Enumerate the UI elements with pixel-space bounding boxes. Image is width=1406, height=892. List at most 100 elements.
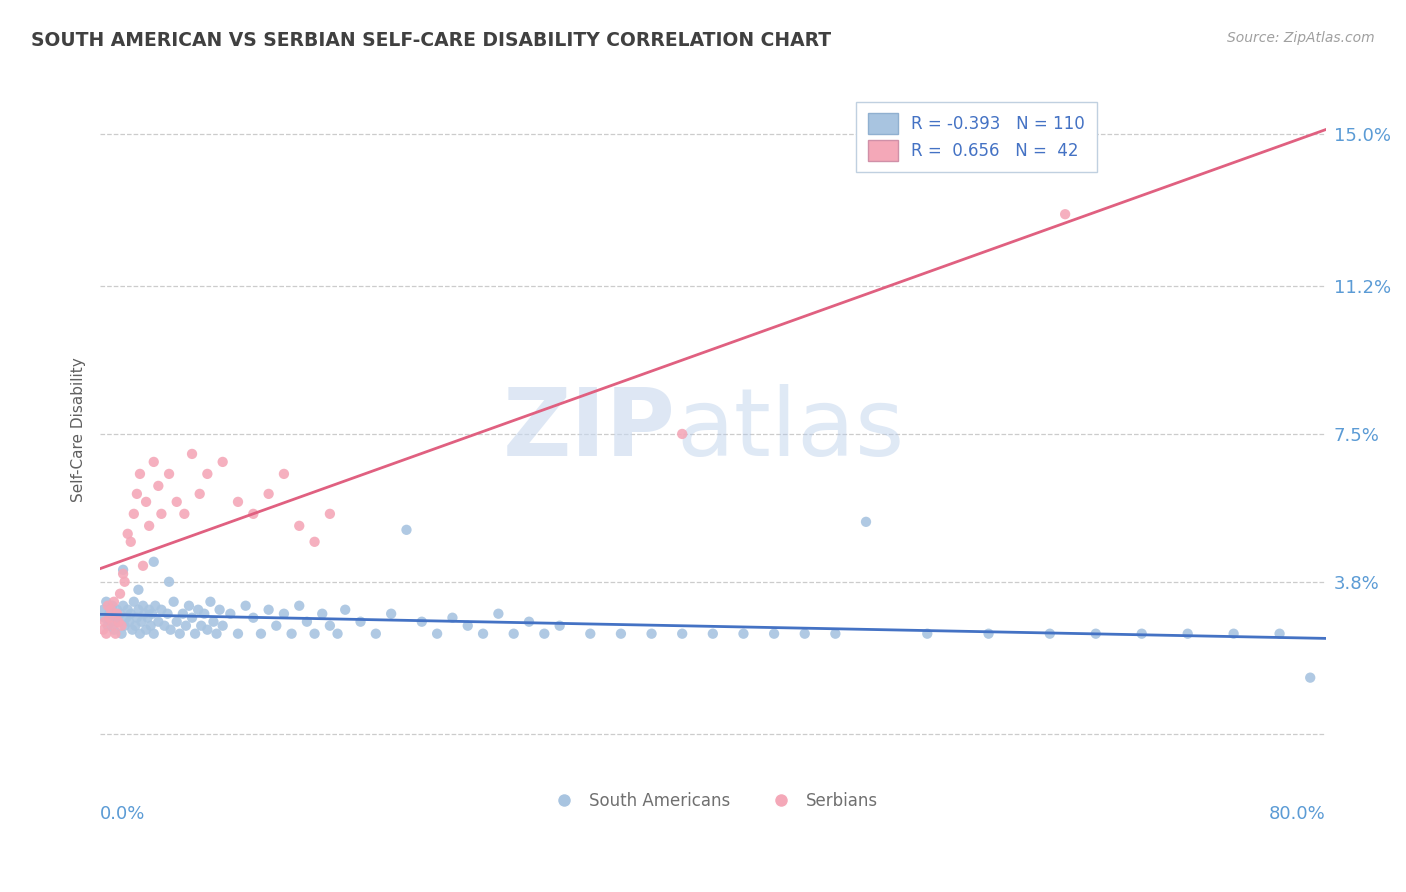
Point bbox=[211, 455, 233, 469]
Point bbox=[517, 615, 540, 629]
Point bbox=[610, 626, 633, 640]
Point bbox=[548, 618, 571, 632]
Point bbox=[134, 607, 156, 621]
Point bbox=[702, 626, 724, 640]
Point bbox=[311, 607, 333, 621]
Text: SOUTH AMERICAN VS SERBIAN SELF-CARE DISABILITY CORRELATION CHART: SOUTH AMERICAN VS SERBIAN SELF-CARE DISA… bbox=[31, 31, 831, 50]
Point bbox=[671, 626, 693, 640]
Point bbox=[125, 487, 148, 501]
Point bbox=[129, 626, 152, 640]
Point bbox=[112, 599, 135, 613]
Point bbox=[142, 555, 165, 569]
Point bbox=[326, 626, 349, 640]
Point bbox=[117, 603, 139, 617]
Point bbox=[824, 626, 846, 640]
Point bbox=[163, 595, 186, 609]
Point bbox=[166, 615, 188, 629]
Point bbox=[98, 607, 121, 621]
Point bbox=[108, 587, 131, 601]
Point bbox=[395, 523, 418, 537]
Point bbox=[93, 611, 115, 625]
Point bbox=[121, 623, 143, 637]
Point bbox=[96, 626, 118, 640]
Point bbox=[141, 607, 163, 621]
Point bbox=[104, 626, 127, 640]
Point bbox=[150, 603, 173, 617]
Point bbox=[205, 626, 228, 640]
Point bbox=[136, 611, 159, 625]
Point bbox=[273, 467, 295, 481]
Point bbox=[117, 526, 139, 541]
Point bbox=[426, 626, 449, 640]
Point bbox=[157, 574, 180, 589]
Point bbox=[159, 623, 181, 637]
Point bbox=[195, 467, 218, 481]
Point bbox=[1268, 626, 1291, 640]
Point bbox=[295, 615, 318, 629]
Point bbox=[181, 611, 204, 625]
Point bbox=[174, 618, 197, 632]
Point bbox=[97, 618, 120, 632]
Point bbox=[195, 623, 218, 637]
Point bbox=[112, 566, 135, 581]
Point bbox=[335, 603, 357, 617]
Point bbox=[763, 626, 786, 640]
Point bbox=[148, 615, 170, 629]
Text: ZIP: ZIP bbox=[503, 384, 676, 476]
Point bbox=[533, 626, 555, 640]
Point bbox=[349, 615, 371, 629]
Point bbox=[166, 495, 188, 509]
Point bbox=[280, 626, 302, 640]
Point bbox=[288, 518, 311, 533]
Point bbox=[977, 626, 1000, 640]
Point bbox=[122, 595, 145, 609]
Point bbox=[411, 615, 433, 629]
Point bbox=[640, 626, 662, 640]
Point bbox=[114, 574, 136, 589]
Text: 80.0%: 80.0% bbox=[1268, 805, 1326, 823]
Point bbox=[120, 534, 142, 549]
Point bbox=[211, 618, 233, 632]
Point bbox=[156, 607, 179, 621]
Point bbox=[219, 607, 242, 621]
Point bbox=[120, 607, 142, 621]
Point bbox=[208, 603, 231, 617]
Point bbox=[101, 618, 124, 632]
Point bbox=[139, 618, 162, 632]
Point bbox=[114, 618, 136, 632]
Point bbox=[129, 467, 152, 481]
Point bbox=[1130, 626, 1153, 640]
Point bbox=[1222, 626, 1244, 640]
Point bbox=[188, 487, 211, 501]
Point bbox=[122, 507, 145, 521]
Point bbox=[124, 618, 146, 632]
Point bbox=[319, 507, 342, 521]
Point bbox=[112, 563, 135, 577]
Point bbox=[304, 534, 326, 549]
Point bbox=[131, 615, 153, 629]
Point bbox=[380, 607, 402, 621]
Point bbox=[91, 623, 114, 637]
Point bbox=[150, 507, 173, 521]
Point bbox=[93, 615, 115, 629]
Point bbox=[173, 507, 195, 521]
Point bbox=[138, 603, 160, 617]
Point bbox=[143, 599, 166, 613]
Y-axis label: Self-Care Disability: Self-Care Disability bbox=[72, 358, 86, 502]
Point bbox=[103, 623, 125, 637]
Point bbox=[105, 603, 128, 617]
Point bbox=[110, 618, 132, 632]
Point bbox=[242, 507, 264, 521]
Legend: South Americans, Serbians: South Americans, Serbians bbox=[541, 785, 884, 817]
Point bbox=[364, 626, 387, 640]
Point bbox=[288, 599, 311, 613]
Point bbox=[917, 626, 939, 640]
Point bbox=[441, 611, 464, 625]
Point bbox=[472, 626, 495, 640]
Point bbox=[153, 618, 176, 632]
Point bbox=[190, 618, 212, 632]
Point bbox=[257, 603, 280, 617]
Point bbox=[118, 615, 141, 629]
Point bbox=[115, 611, 138, 625]
Point bbox=[1299, 671, 1322, 685]
